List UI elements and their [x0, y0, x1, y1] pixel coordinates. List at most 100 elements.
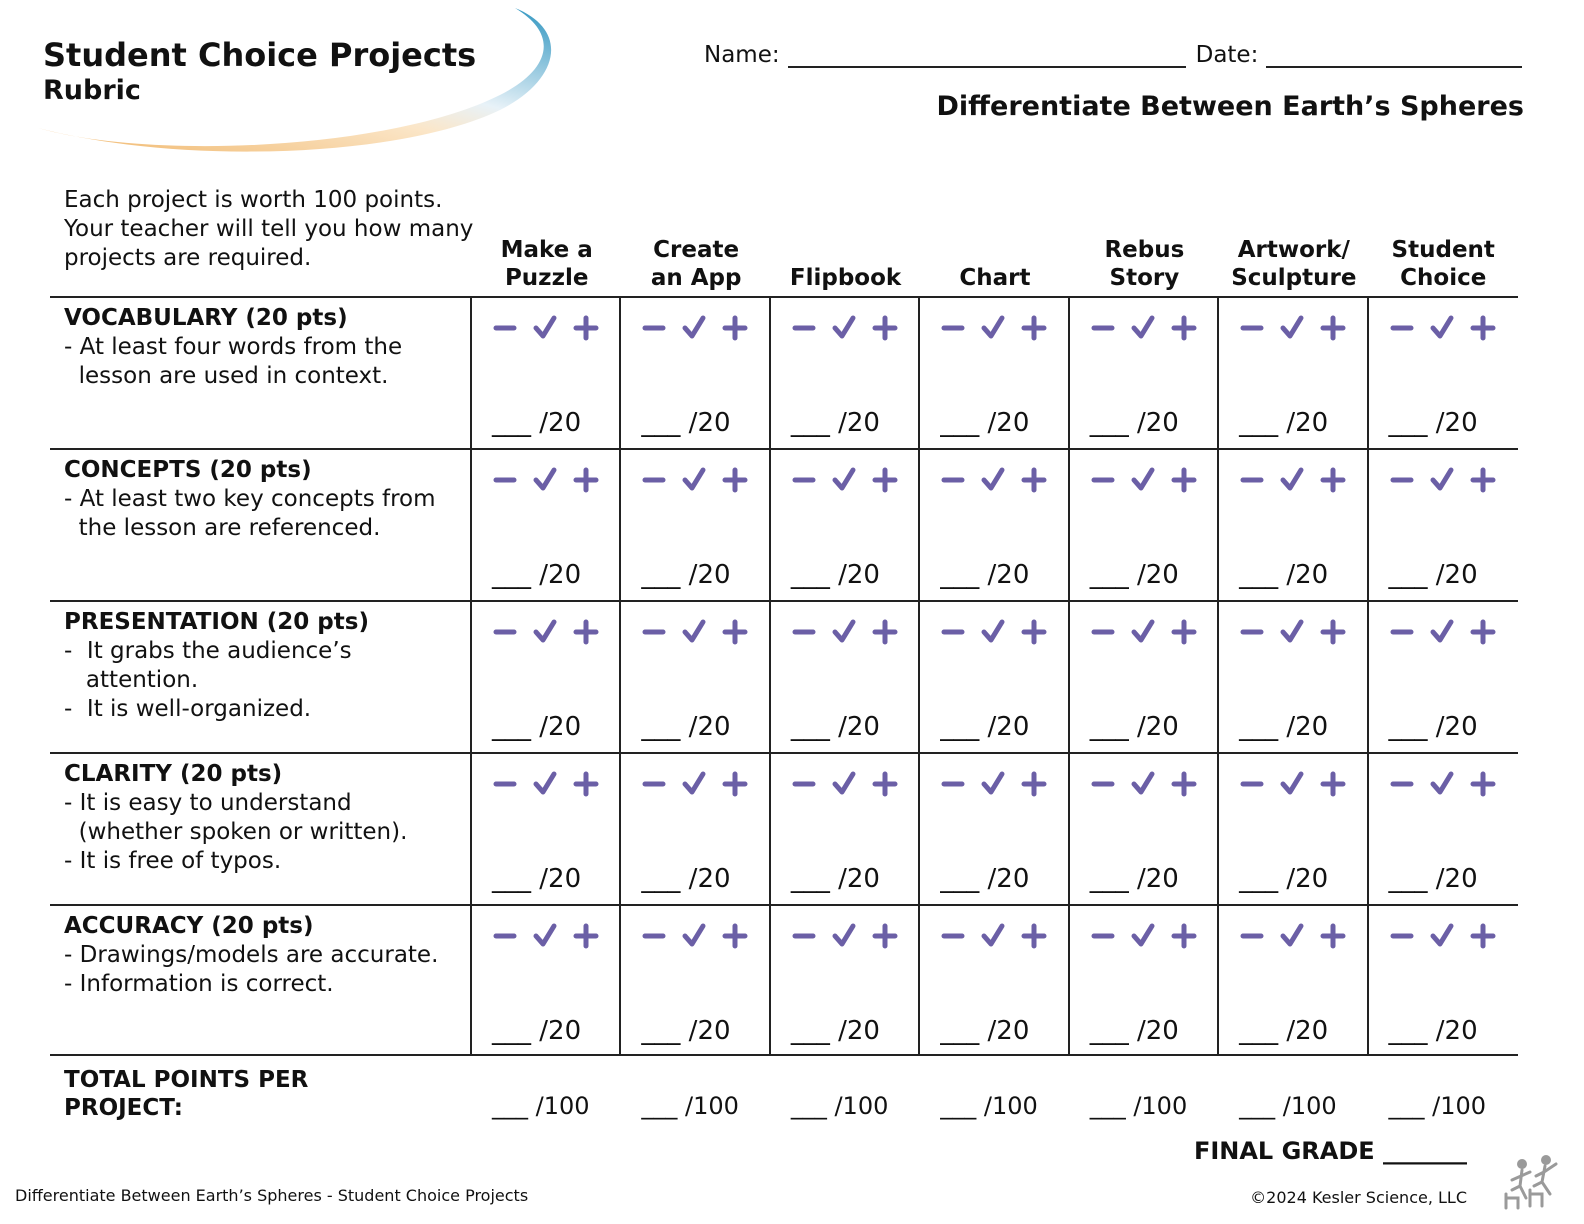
rating-marks[interactable]: [940, 922, 1048, 950]
plus-icon[interactable]: [1470, 467, 1496, 493]
score-blank[interactable]: ___ /20: [641, 712, 731, 742]
plus-icon[interactable]: [722, 467, 748, 493]
check-icon[interactable]: [1430, 771, 1454, 795]
check-icon[interactable]: [682, 771, 706, 795]
rating-marks[interactable]: [791, 466, 899, 494]
rating-marks[interactable]: [1389, 770, 1497, 798]
rating-marks[interactable]: [492, 922, 600, 950]
plus-icon[interactable]: [573, 771, 599, 797]
plus-icon[interactable]: [1171, 771, 1197, 797]
check-icon[interactable]: [981, 315, 1005, 339]
score-blank[interactable]: ___ /20: [790, 712, 880, 742]
plus-icon[interactable]: [1320, 619, 1346, 645]
score-blank[interactable]: ___ /20: [641, 864, 731, 894]
rating-marks[interactable]: [1389, 922, 1497, 950]
score-blank[interactable]: ___ /20: [1089, 712, 1179, 742]
check-icon[interactable]: [1430, 619, 1454, 643]
score-blank[interactable]: ___ /20: [492, 408, 582, 438]
total-score-blank[interactable]: ___ /100: [790, 1092, 889, 1120]
plus-icon[interactable]: [1171, 467, 1197, 493]
plus-icon[interactable]: [573, 923, 599, 949]
score-blank[interactable]: ___ /20: [1239, 712, 1329, 742]
rating-marks[interactable]: [791, 770, 899, 798]
rating-marks[interactable]: [1239, 618, 1347, 646]
score-blank[interactable]: ___ /20: [641, 408, 731, 438]
check-icon[interactable]: [533, 467, 557, 491]
rating-marks[interactable]: [492, 770, 600, 798]
rating-marks[interactable]: [1389, 314, 1497, 342]
total-score-blank[interactable]: ___ /100: [940, 1092, 1038, 1120]
total-score-blank[interactable]: ___ /100: [1239, 1092, 1337, 1120]
score-blank[interactable]: ___ /20: [790, 1016, 880, 1046]
score-blank[interactable]: ___ /20: [1388, 1016, 1478, 1046]
rating-marks[interactable]: [791, 922, 899, 950]
check-icon[interactable]: [1430, 923, 1454, 947]
score-blank[interactable]: ___ /20: [790, 560, 880, 590]
check-icon[interactable]: [981, 771, 1005, 795]
rating-marks[interactable]: [1090, 770, 1198, 798]
score-blank[interactable]: ___ /20: [1388, 560, 1478, 590]
plus-icon[interactable]: [722, 771, 748, 797]
rating-marks[interactable]: [492, 466, 600, 494]
score-blank[interactable]: ___ /20: [492, 1016, 582, 1046]
check-icon[interactable]: [832, 315, 856, 339]
plus-icon[interactable]: [872, 771, 898, 797]
score-blank[interactable]: ___ /20: [940, 864, 1030, 894]
check-icon[interactable]: [533, 771, 557, 795]
check-icon[interactable]: [533, 619, 557, 643]
score-blank[interactable]: ___ /20: [1388, 408, 1478, 438]
score-blank[interactable]: ___ /20: [940, 712, 1030, 742]
check-icon[interactable]: [682, 467, 706, 491]
score-blank[interactable]: ___ /20: [940, 1016, 1030, 1046]
check-icon[interactable]: [533, 923, 557, 947]
score-blank[interactable]: ___ /20: [1388, 864, 1478, 894]
score-blank[interactable]: ___ /20: [492, 712, 582, 742]
check-icon[interactable]: [981, 619, 1005, 643]
plus-icon[interactable]: [1470, 923, 1496, 949]
plus-icon[interactable]: [1171, 315, 1197, 341]
score-blank[interactable]: ___ /20: [1089, 408, 1179, 438]
plus-icon[interactable]: [722, 923, 748, 949]
check-icon[interactable]: [981, 467, 1005, 491]
score-blank[interactable]: ___ /20: [641, 560, 731, 590]
score-blank[interactable]: ___ /20: [1239, 864, 1329, 894]
rating-marks[interactable]: [641, 770, 749, 798]
rating-marks[interactable]: [1239, 466, 1347, 494]
check-icon[interactable]: [682, 315, 706, 339]
date-field[interactable]: [1266, 42, 1523, 68]
check-icon[interactable]: [832, 467, 856, 491]
rating-marks[interactable]: [940, 618, 1048, 646]
rating-marks[interactable]: [641, 618, 749, 646]
plus-icon[interactable]: [872, 923, 898, 949]
plus-icon[interactable]: [1021, 923, 1047, 949]
plus-icon[interactable]: [1021, 619, 1047, 645]
check-icon[interactable]: [1280, 467, 1304, 491]
plus-icon[interactable]: [573, 467, 599, 493]
score-blank[interactable]: ___ /20: [940, 408, 1030, 438]
rating-marks[interactable]: [1090, 314, 1198, 342]
rating-marks[interactable]: [1239, 770, 1347, 798]
score-blank[interactable]: ___ /20: [1089, 864, 1179, 894]
plus-icon[interactable]: [1320, 315, 1346, 341]
plus-icon[interactable]: [1320, 923, 1346, 949]
rating-marks[interactable]: [940, 770, 1048, 798]
plus-icon[interactable]: [1021, 467, 1047, 493]
check-icon[interactable]: [1280, 771, 1304, 795]
plus-icon[interactable]: [1470, 619, 1496, 645]
plus-icon[interactable]: [872, 315, 898, 341]
check-icon[interactable]: [1280, 923, 1304, 947]
check-icon[interactable]: [832, 923, 856, 947]
score-blank[interactable]: ___ /20: [641, 1016, 731, 1046]
plus-icon[interactable]: [872, 619, 898, 645]
plus-icon[interactable]: [1320, 771, 1346, 797]
check-icon[interactable]: [1280, 619, 1304, 643]
rating-marks[interactable]: [492, 618, 600, 646]
rating-marks[interactable]: [940, 466, 1048, 494]
check-icon[interactable]: [832, 771, 856, 795]
plus-icon[interactable]: [1171, 619, 1197, 645]
rating-marks[interactable]: [1239, 922, 1347, 950]
score-blank[interactable]: ___ /20: [1089, 1016, 1179, 1046]
score-blank[interactable]: ___ /20: [940, 560, 1030, 590]
rating-marks[interactable]: [1389, 618, 1497, 646]
rating-marks[interactable]: [791, 314, 899, 342]
